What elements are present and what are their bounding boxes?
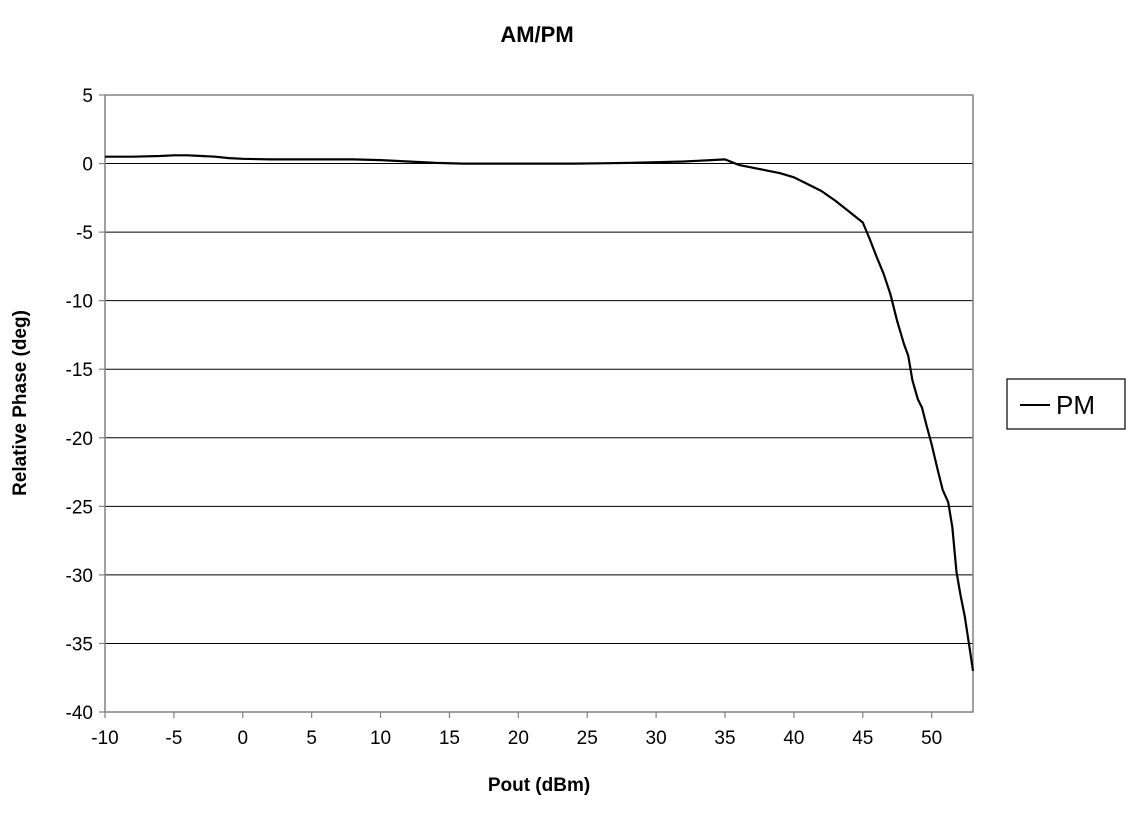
- legend-label-pm: PM: [1056, 390, 1095, 420]
- x-tick-label-6: 20: [508, 728, 529, 749]
- y-tick-label-3: -10: [66, 292, 93, 313]
- y-tick-label-0: 5: [82, 86, 93, 107]
- y-tick-label-4: -15: [66, 360, 93, 381]
- x-axis-title: Pout (dBm): [488, 775, 590, 796]
- x-tick-label-3: 5: [306, 728, 317, 749]
- y-tick-label-1: 0: [82, 155, 93, 176]
- y-tick-label-7: -30: [66, 566, 93, 587]
- x-tick-label-2: 0: [237, 728, 248, 749]
- gridlines: [105, 163, 973, 644]
- x-tick-label-8: 30: [646, 728, 667, 749]
- x-tick-label-12: 50: [921, 728, 942, 749]
- x-axis-ticks: -10 -5 0 5 10 15 20 25 30 35 40 45 50: [91, 712, 942, 749]
- x-tick-label-5: 15: [439, 728, 460, 749]
- x-tick-label-11: 45: [852, 728, 873, 749]
- legend: PM: [1006, 378, 1126, 430]
- chart-title: AM/PM: [500, 22, 573, 47]
- x-tick-label-0: -10: [91, 728, 118, 749]
- y-axis-ticks: 5 0 -5 -10 -15 -20 -25 -30 -35 -40: [66, 86, 105, 724]
- y-tick-label-8: -35: [66, 634, 93, 655]
- x-tick-label-9: 35: [714, 728, 735, 749]
- y-tick-label-9: -40: [66, 703, 93, 724]
- y-tick-label-5: -20: [66, 429, 93, 450]
- x-tick-label-1: -5: [165, 728, 182, 749]
- x-tick-label-10: 40: [783, 728, 804, 749]
- series-line-pm: [105, 154, 975, 672]
- plot-area-frame: [104, 94, 974, 713]
- y-tick-label-6: -25: [66, 497, 93, 518]
- x-tick-label-7: 25: [577, 728, 598, 749]
- x-tick-label-4: 10: [370, 728, 391, 749]
- series-layer: [105, 154, 975, 672]
- y-axis-title: Relative Phase (deg): [10, 310, 31, 496]
- y-tick-label-2: -5: [76, 223, 93, 244]
